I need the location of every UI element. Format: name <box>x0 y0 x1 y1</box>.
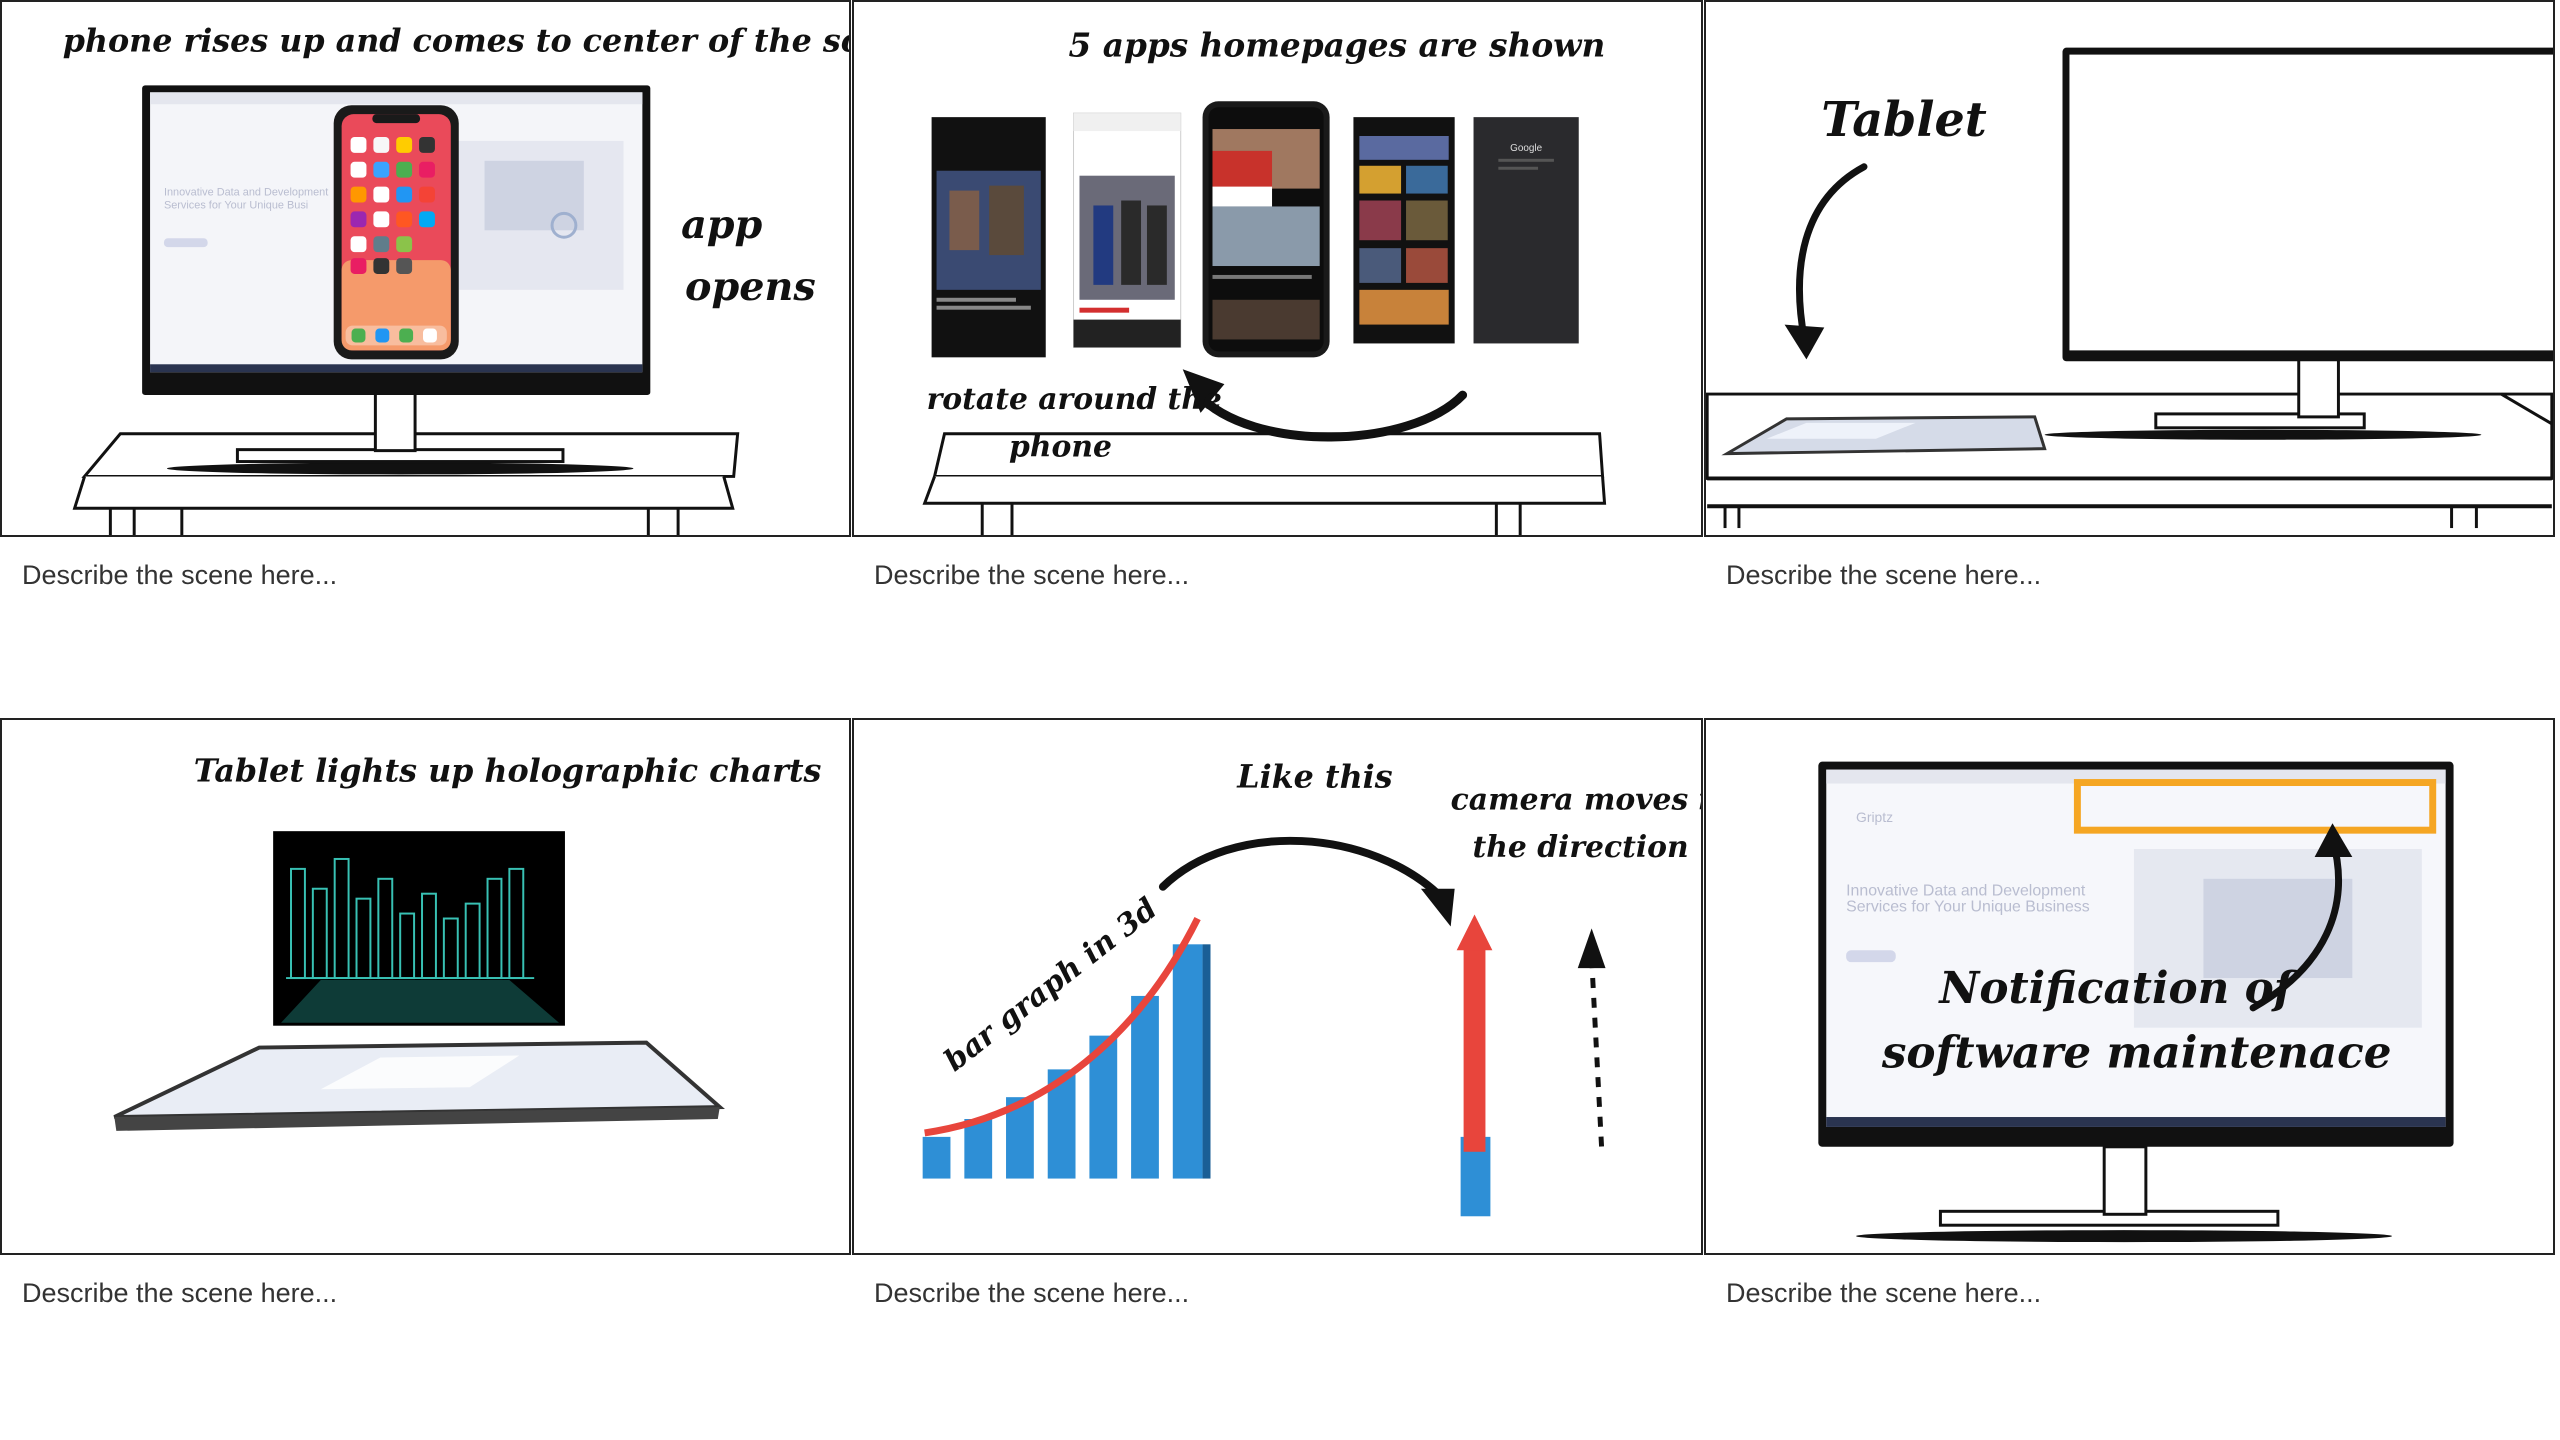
annotation-phone-rises: phone rises up and comes to center of th… <box>63 23 849 60</box>
phone-app-icons <box>345 136 447 346</box>
scene-3-illustration: Tablet <box>1706 47 2553 529</box>
scene-6-illustration: Griptz Innovative Data and Development S… <box>1818 761 2454 1243</box>
app-screen-5: Google <box>1473 117 1579 344</box>
camera-direction-arrow <box>1589 958 1605 1147</box>
annotation-tablet: Tablet <box>1821 92 1986 148</box>
scene-description-1[interactable]: Describe the scene here... <box>22 560 338 590</box>
annotation-apps-shown: 5 apps homepages are shown <box>1069 26 1606 65</box>
notification-pointer-arrow <box>2249 835 2342 1012</box>
annotation-the-direction: the direction <box>1473 830 1689 865</box>
rotate-arrow-head <box>1182 369 1225 413</box>
storyboard-panel-1[interactable]: Innovative Data and Development Services… <box>0 0 851 537</box>
storyboard-panel-6[interactable]: Griptz Innovative Data and Development S… <box>1704 718 2555 1255</box>
scene-description-3[interactable]: Describe the scene here... <box>1726 560 2042 590</box>
red-arrow-bar <box>1456 914 1493 1217</box>
scene-5-illustration: Like this camera moves in the direction … <box>922 758 1701 1217</box>
google-logo: Google <box>1510 143 1542 154</box>
scene-4-illustration: Tablet lights up holographic charts <box>113 753 822 1131</box>
tablet-pointer-arrow <box>1796 163 1868 343</box>
scene-description-6[interactable]: Describe the scene here... <box>1726 1278 2042 1308</box>
app-screen-3 <box>1202 101 1330 358</box>
storyboard-panel-5[interactable]: Like this camera moves in the direction … <box>852 718 1703 1255</box>
scene-2-illustration: Google 5 apps homepages are shown rotate… <box>922 26 1607 535</box>
annotation-like-this: Like this <box>1236 758 1392 795</box>
app-screen-2 <box>1073 112 1182 348</box>
screen-headline-2: Services for Your Unique Busi <box>164 199 308 211</box>
annotation-opens: opens <box>685 264 816 310</box>
annotation-rotate-around: rotate around the <box>927 382 1222 417</box>
screen-headline-b: Services for Your Unique Business <box>1846 899 2090 916</box>
screen-headline-a: Innovative Data and Development <box>1846 883 2086 900</box>
screen-logo: Griptz <box>1856 809 1893 825</box>
annotation-tablet-lights: Tablet lights up holographic charts <box>194 753 822 790</box>
storyboard-panel-4[interactable]: Tablet lights up holographic charts <box>0 718 851 1255</box>
annotation-software-maintenace: software maintenace <box>1881 1027 2392 1078</box>
scene-1-illustration: Innovative Data and Development Services… <box>63 23 849 535</box>
storyboard-panel-3[interactable]: Tablet <box>1704 0 2555 537</box>
app-screen-1 <box>931 117 1046 358</box>
annotation-phone: phone <box>1009 430 1112 465</box>
notification-highlight-box <box>2073 779 2437 834</box>
like-this-arrow <box>1158 836 1445 901</box>
bar-graph-3d <box>922 916 1211 1179</box>
rotate-arrow-curve <box>1193 389 1468 442</box>
annotation-app: app <box>681 202 762 248</box>
scene-description-2[interactable]: Describe the scene here... <box>874 560 1190 590</box>
screen-headline-1: Innovative Data and Development <box>164 187 328 199</box>
scene-description-4[interactable]: Describe the scene here... <box>22 1278 338 1308</box>
scene-description-5[interactable]: Describe the scene here... <box>874 1278 1190 1308</box>
annotation-bar-graph: bar graph in 3d <box>938 891 1164 1079</box>
storyboard-panel-2[interactable]: Google 5 apps homepages are shown rotate… <box>852 0 1703 537</box>
annotation-notification-of: Notification of <box>1937 963 2299 1014</box>
annotation-camera-moves: camera moves in <box>1451 782 1701 817</box>
app-screen-4 <box>1353 117 1455 344</box>
